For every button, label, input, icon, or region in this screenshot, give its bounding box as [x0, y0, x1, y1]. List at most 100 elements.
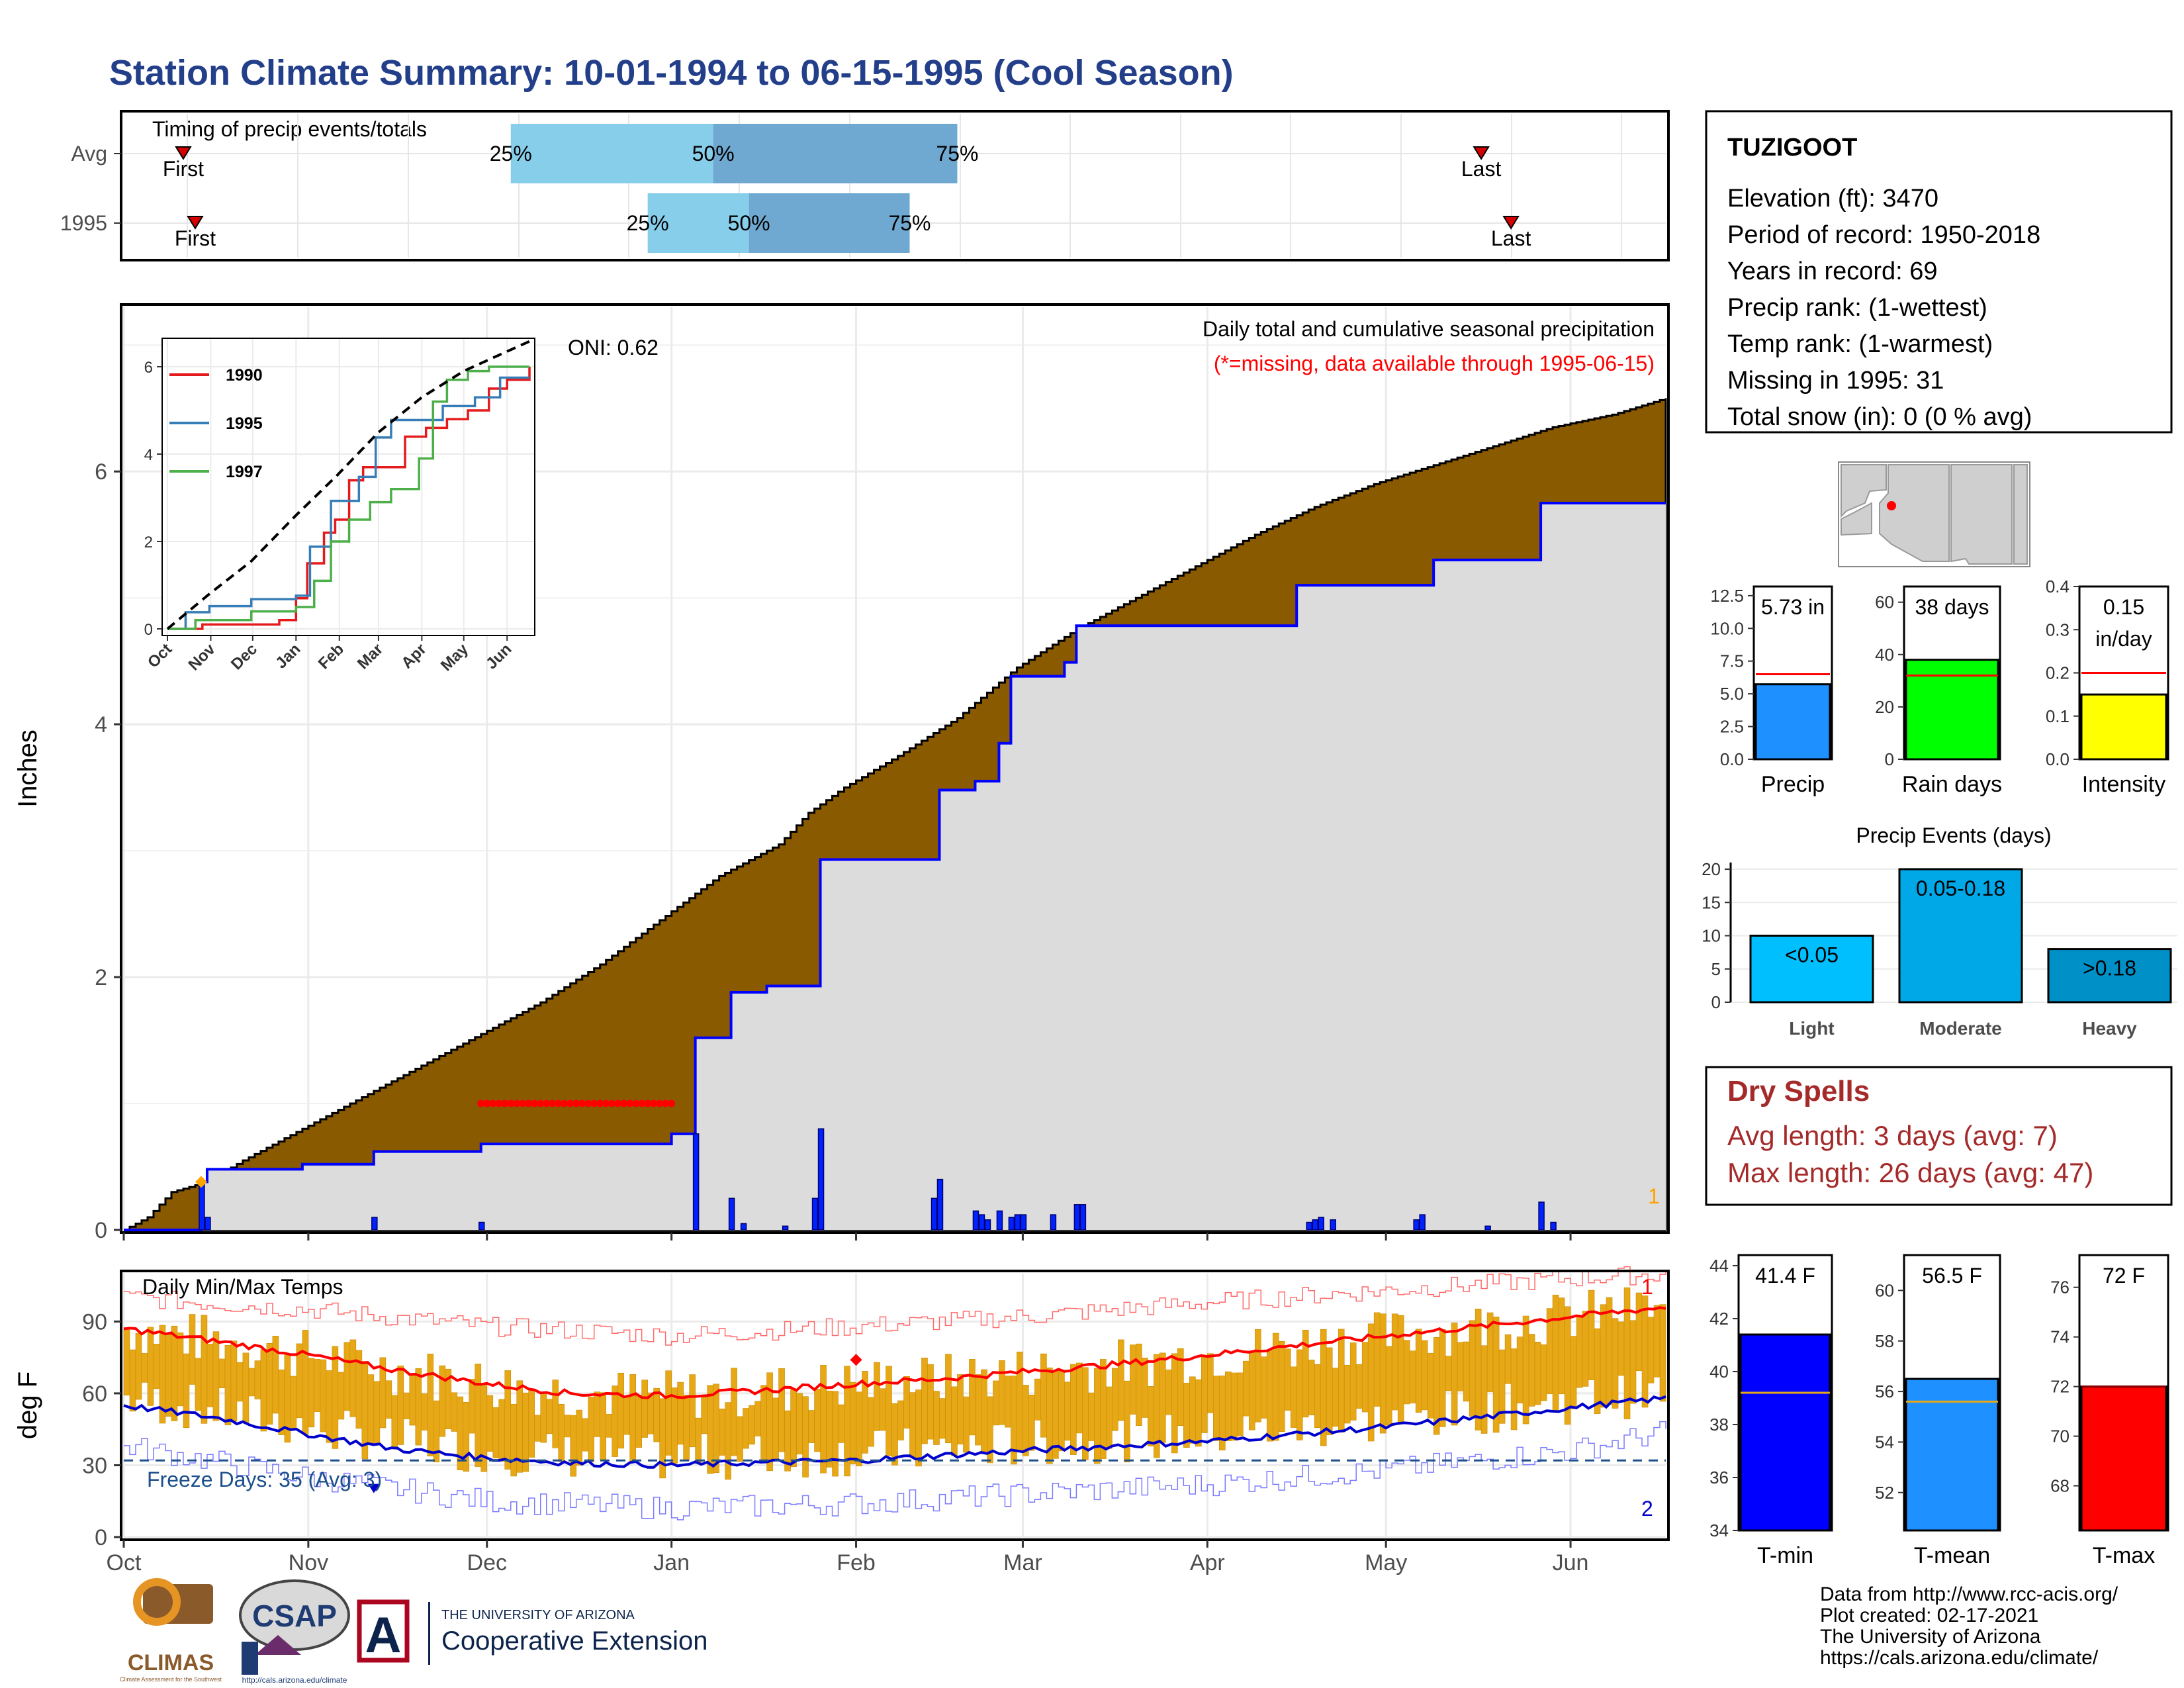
- daily-temp-bar: [749, 1405, 755, 1445]
- missing-data-marker: [489, 1100, 497, 1107]
- daily-temp-bar: [993, 1380, 999, 1426]
- small-chart-category: T-min: [1757, 1543, 1813, 1568]
- cumulative-precip-panel: Daily total and cumulative seasonal prec…: [13, 303, 1670, 1243]
- temp-y-tick-label: 30: [82, 1453, 107, 1478]
- daily-temp-bar: [224, 1345, 232, 1426]
- value-label: 72 F: [2103, 1264, 2145, 1288]
- daily-temp-bar: [367, 1374, 375, 1444]
- daily-precip-bar: [1550, 1221, 1557, 1231]
- daily-temp-bar: [832, 1391, 839, 1477]
- small-y-tick-label: 0: [1885, 749, 1894, 769]
- daily-temp-bar: [1064, 1382, 1071, 1441]
- first-event-marker-icon: [187, 216, 204, 230]
- daily-temp-bar: [391, 1395, 398, 1448]
- daily-temp-bar: [451, 1392, 458, 1432]
- daily-temp-bar: [1254, 1329, 1261, 1423]
- small-y-tick-label: 5.0: [1720, 684, 1744, 704]
- value-label-unit: in/day: [2095, 627, 2152, 651]
- daily-temp-bar: [820, 1365, 827, 1474]
- daily-temp-bar: [254, 1360, 261, 1399]
- small-y-tick-label: 40: [1875, 645, 1894, 665]
- daily-temp-bar: [1058, 1370, 1065, 1452]
- temp-corner-min: 2: [1641, 1497, 1653, 1521]
- dry-spells-avg: Avg length: 3 days (avg: 7): [1727, 1120, 2058, 1151]
- info-frame: [1705, 110, 2173, 434]
- daily-precip-bar: [1306, 1221, 1312, 1231]
- main-data: [124, 398, 1667, 1231]
- inset-y-tick-label: 6: [144, 359, 153, 377]
- info-line: Temp rank: (1-warmest): [1727, 330, 1993, 358]
- quartile-label-75: 75%: [936, 142, 978, 165]
- main-frame: [120, 303, 1670, 1234]
- avg-min-line: [123, 1395, 1666, 1469]
- daily-temp-bar: [540, 1392, 547, 1443]
- daily-temp-bar: [1148, 1386, 1154, 1447]
- station-info-box: TUZIGOOT Elevation (ft): 3470 Period of …: [1705, 110, 2173, 434]
- daily-temp-bar: [713, 1383, 719, 1474]
- daily-temp-bar: [945, 1354, 952, 1444]
- value-bar: [1754, 683, 1831, 761]
- daily-temp-bar: [1343, 1365, 1351, 1424]
- quartile-label-50: 50%: [728, 211, 770, 235]
- daily-temp-bar: [903, 1376, 910, 1429]
- daily-temp-bar: [987, 1396, 993, 1464]
- daily-temp-bar: [1332, 1368, 1339, 1427]
- daily-temp-bar: [576, 1409, 583, 1466]
- daily-temp-bar: [385, 1380, 392, 1419]
- small-y-tick-label: 0.0: [2046, 749, 2070, 769]
- daily-temp-bar: [1391, 1313, 1398, 1411]
- daily-precip-bar: [1050, 1214, 1057, 1231]
- daily-temp-bar: [1296, 1349, 1303, 1440]
- small-y-tick-label: 72: [2050, 1377, 2070, 1397]
- daily-temp-bar: [790, 1389, 797, 1468]
- event-bar: [1898, 868, 2023, 1004]
- temp-x-tick-label: Mar: [1003, 1550, 1042, 1575]
- daily-temp-bar: [1540, 1344, 1547, 1401]
- small-y-tick-label: 10.0: [1710, 618, 1744, 638]
- daily-temp-bar: [897, 1400, 904, 1440]
- daily-temp-bar: [1588, 1289, 1595, 1380]
- observed-cumulative-area: [124, 502, 1666, 1230]
- daily-temp-bar: [874, 1362, 880, 1431]
- daily-temp-bar: [1248, 1352, 1255, 1430]
- daily-temp-bar: [343, 1342, 351, 1411]
- daily-temp-bar: [141, 1353, 148, 1383]
- missing-data-marker: [578, 1100, 586, 1107]
- daily-temp-bar: [397, 1365, 404, 1445]
- missing-data-marker: [644, 1100, 652, 1107]
- timing-panel: Timing of precip events/totals 25% 50% 75%…: [60, 110, 1670, 261]
- small-chart-category: Precip: [1761, 772, 1825, 797]
- small-y-tick-label: 44: [1709, 1256, 1729, 1276]
- daily-precip-bar: [996, 1210, 1003, 1231]
- inset-legend-label: 1997: [226, 463, 263, 481]
- daily-temp-bar: [623, 1396, 630, 1435]
- missing-data-marker: [620, 1100, 628, 1107]
- daily-precip-bar: [936, 1178, 944, 1231]
- daily-precip-bar: [1312, 1219, 1318, 1231]
- value-bar: [2080, 1385, 2167, 1532]
- daily-temp-bar: [778, 1368, 785, 1452]
- daily-temp-bar: [1367, 1323, 1375, 1442]
- small-y-tick-label: 42: [1709, 1309, 1729, 1329]
- daily-temp-bar: [272, 1335, 279, 1414]
- daily-temp-bar: [1451, 1323, 1458, 1426]
- missing-data-marker: [525, 1100, 533, 1107]
- small-y-tick-label: 12.5: [1710, 586, 1744, 606]
- quartile-label-75: 75%: [888, 211, 931, 235]
- event-bar: [1749, 935, 1874, 1004]
- small-y-tick-label: 0.3: [2046, 620, 2070, 639]
- daily-temp-bar: [1165, 1370, 1172, 1415]
- daily-temp-bar: [212, 1331, 220, 1421]
- missing-data-marker: [650, 1100, 658, 1107]
- daily-temp-bar: [1647, 1317, 1655, 1383]
- inset-legend-label: 1990: [226, 366, 263, 385]
- record-min-line: [124, 1421, 1666, 1521]
- daily-temp-bar: [1534, 1342, 1541, 1405]
- temp-data: [123, 1266, 1666, 1521]
- csap-bars: [242, 1642, 258, 1675]
- small-y-tick-label: 68: [2050, 1476, 2070, 1496]
- csap-logo: CSAP http://cals.arizona.edu/climate: [239, 1579, 350, 1685]
- daily-temp-bar: [856, 1391, 862, 1467]
- first-event-label: First: [175, 226, 216, 250]
